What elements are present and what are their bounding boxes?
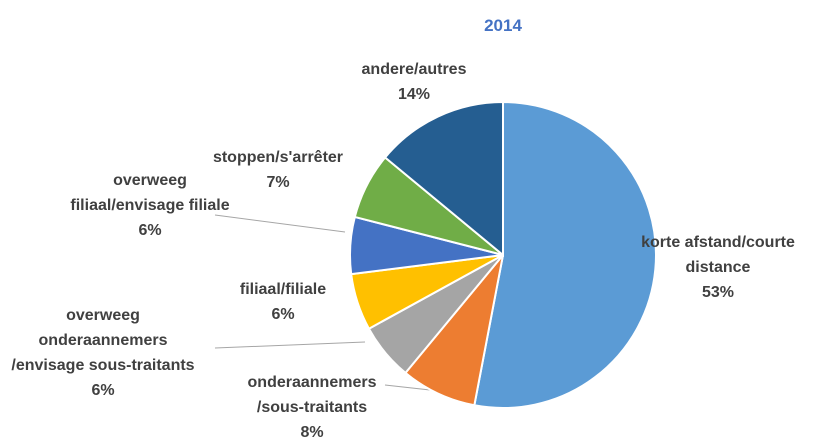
value-label: 14% <box>397 86 431 103</box>
pie-slice <box>383 100 504 258</box>
value-label: 6% <box>271 306 295 323</box>
pie-slice <box>473 100 657 409</box>
value-label: 6% <box>138 222 162 239</box>
category-label: andere/autres <box>361 61 467 78</box>
leader-line <box>384 384 431 391</box>
slice-label: stoppen/s'arrêter 7% <box>183 145 373 195</box>
category-label: onderaannemers /sous-traitants <box>247 374 377 416</box>
value-label: 6% <box>91 382 115 399</box>
value-label: 7% <box>266 174 290 191</box>
slice-label: andere/autres 14% <box>319 57 509 107</box>
leader-line <box>214 214 346 233</box>
slice-label: filiaal/filiale 6% <box>218 277 348 327</box>
value-label: 53% <box>701 284 735 301</box>
slice-label: korte afstand/courte distance 53% <box>628 230 808 305</box>
chart-title: 2014 <box>484 16 522 35</box>
value-label: 8% <box>300 424 324 441</box>
leader-line <box>214 341 366 349</box>
slice-label: overweeg onderaannemers /envisage sous-t… <box>3 303 203 403</box>
category-label: filiaal/filiale <box>239 281 327 298</box>
category-label: overweeg onderaannemers /envisage sous-t… <box>11 307 195 374</box>
slice-label: onderaannemers /sous-traitants 8% <box>232 370 392 445</box>
category-label: korte afstand/courte distance <box>641 234 795 276</box>
category-label: overweeg filiaal/envisage filiale <box>70 172 230 214</box>
slice-label: overweeg filiaal/envisage filiale 6% <box>65 168 235 243</box>
category-label: stoppen/s'arrêter <box>212 149 344 166</box>
